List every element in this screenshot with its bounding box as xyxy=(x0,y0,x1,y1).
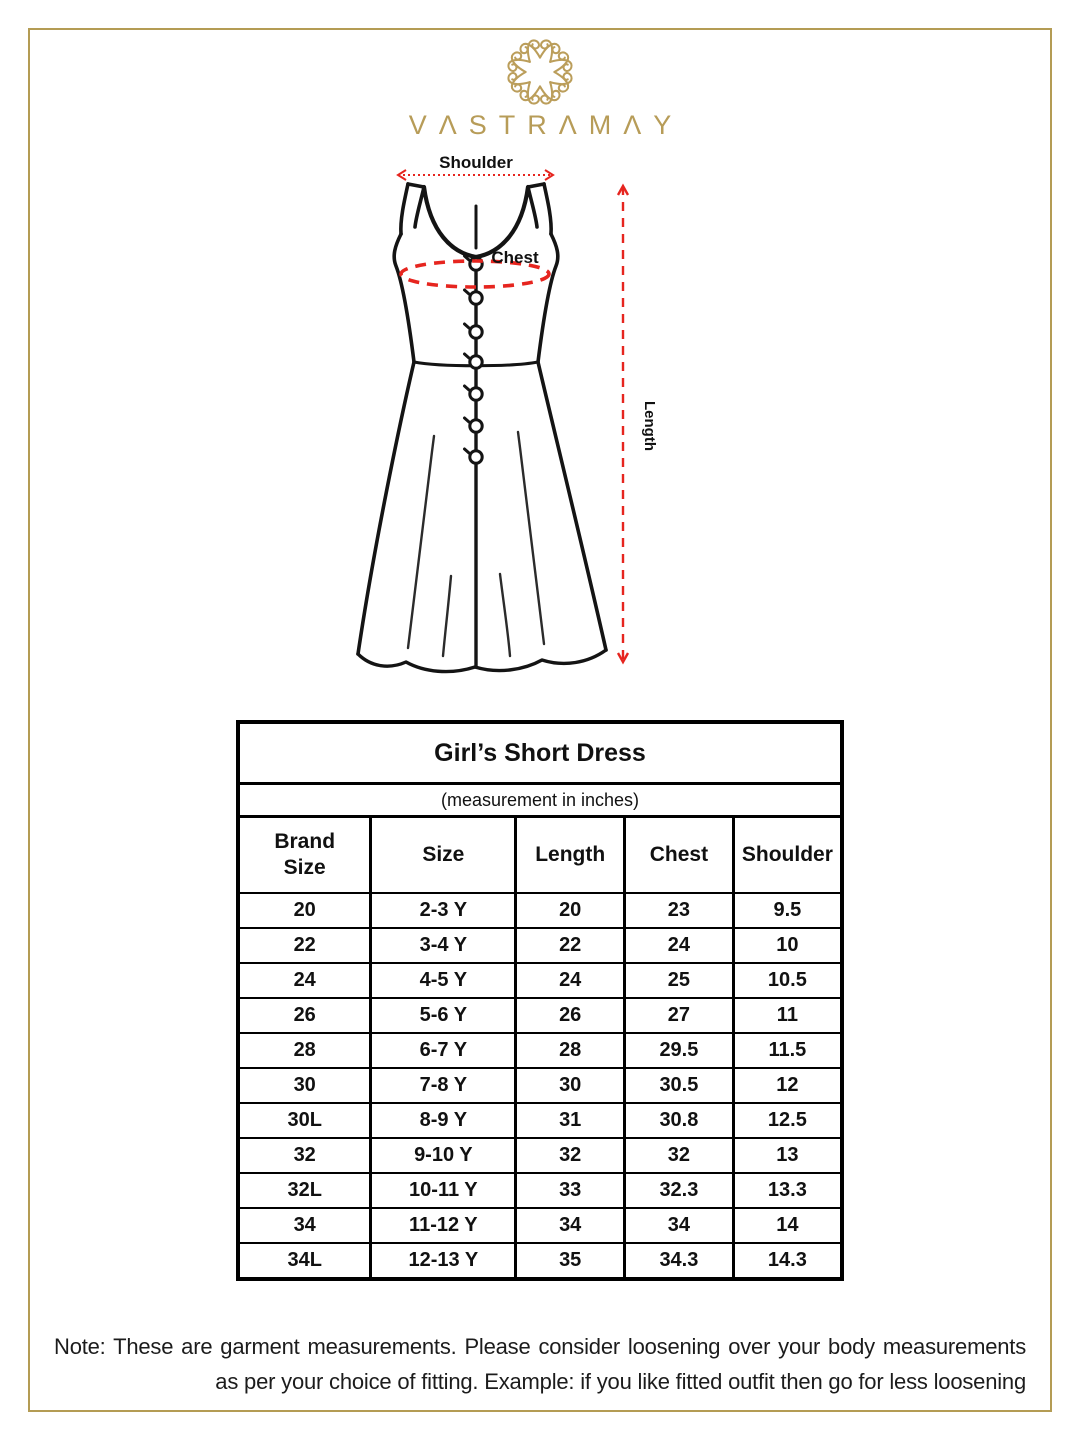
brand-wordmark: VΛSTRΛMΛY xyxy=(408,110,684,140)
table-row: 24 4-5 Y 24 25 10.5 xyxy=(236,962,844,999)
column-header-size: Size xyxy=(369,815,518,894)
cell-shoulder: 9.5 xyxy=(731,892,844,929)
cell-length: 31 xyxy=(514,1102,627,1139)
cell-size: 8-9 Y xyxy=(369,1102,518,1139)
column-header-brand-size: Brand Size xyxy=(236,815,373,894)
cell-brand-size: 20 xyxy=(236,892,373,929)
note-line-1: Note: These are garment measurements. Pl… xyxy=(54,1334,1026,1359)
cell-length: 28 xyxy=(514,1032,627,1069)
cell-shoulder: 11.5 xyxy=(731,1032,844,1069)
length-label: Length xyxy=(641,401,658,451)
table-row: 30 7-8 Y 30 30.5 12 xyxy=(236,1067,844,1104)
cell-shoulder: 12 xyxy=(731,1067,844,1104)
note: Note: These are garment measurements. Pl… xyxy=(54,1329,1026,1399)
cell-brand-size: 34L xyxy=(236,1242,373,1280)
cell-brand-size: 26 xyxy=(236,997,373,1034)
table-title: Girl’s Short Dress xyxy=(236,721,844,785)
table-row: 30L 8-9 Y 31 30.8 12.5 xyxy=(236,1102,844,1139)
length-arrow xyxy=(616,183,630,665)
cell-chest: 27 xyxy=(623,997,735,1034)
cell-chest: 32.3 xyxy=(623,1172,735,1209)
cell-brand-size: 22 xyxy=(236,927,373,964)
cell-brand-size: 30L xyxy=(236,1102,373,1139)
table-row: 32 9-10 Y 32 32 13 xyxy=(236,1137,844,1174)
shoulder-arrow xyxy=(396,169,555,181)
cell-shoulder: 13 xyxy=(731,1137,844,1174)
cell-length: 24 xyxy=(514,962,627,999)
size-table-section: Girl’s Short Dress (measurement in inche… xyxy=(30,720,1050,1281)
cell-brand-size: 24 xyxy=(236,962,373,999)
cell-size: 9-10 Y xyxy=(369,1137,518,1174)
cell-size: 6-7 Y xyxy=(369,1032,518,1069)
table-subtitle: (measurement in inches) xyxy=(236,782,844,818)
cell-shoulder: 14 xyxy=(731,1207,844,1244)
cell-length: 34 xyxy=(514,1207,627,1244)
cell-shoulder: 11 xyxy=(731,997,844,1034)
cell-length: 22 xyxy=(514,927,627,964)
cell-size: 11-12 Y xyxy=(369,1207,518,1244)
cell-chest: 29.5 xyxy=(623,1032,735,1069)
table-row: 34 11-12 Y 34 34 14 xyxy=(236,1207,844,1244)
cell-chest: 30.5 xyxy=(623,1067,735,1104)
cell-shoulder: 10 xyxy=(731,927,844,964)
brand-header: VΛSTRΛMΛY xyxy=(30,36,1050,140)
cell-size: 7-8 Y xyxy=(369,1067,518,1104)
cell-chest: 24 xyxy=(623,927,735,964)
cell-size: 2-3 Y xyxy=(369,892,518,929)
cell-length: 35 xyxy=(514,1242,627,1280)
table-row: 20 2-3 Y 20 23 9.5 xyxy=(236,892,844,929)
size-table-body: 20 2-3 Y 20 23 9.5 22 3-4 Y 22 24 10 24 4-5 Y 24 25 10… xyxy=(236,892,844,1280)
cell-size: 12-13 Y xyxy=(369,1242,518,1280)
brand-logo-icon xyxy=(505,37,575,107)
cell-size: 5-6 Y xyxy=(369,997,518,1034)
cell-length: 32 xyxy=(514,1137,627,1174)
shoulder-label: Shoulder xyxy=(439,154,513,172)
cell-chest: 23 xyxy=(623,892,735,929)
column-header-shoulder: Shoulder xyxy=(731,815,844,894)
cell-length: 26 xyxy=(514,997,627,1034)
table-row: 32L 10-11 Y 33 32.3 13.3 xyxy=(236,1172,844,1209)
table-row: 26 5-6 Y 26 27 11 xyxy=(236,997,844,1034)
column-header-chest: Chest xyxy=(623,815,735,894)
table-row: 34L 12-13 Y 35 34.3 14.3 xyxy=(236,1242,844,1280)
cell-brand-size: 32L xyxy=(236,1172,373,1209)
cell-length: 30 xyxy=(514,1067,627,1104)
cell-shoulder: 14.3 xyxy=(731,1242,844,1280)
cell-brand-size: 32 xyxy=(236,1137,373,1174)
chest-ellipse xyxy=(399,259,551,289)
table-row: 28 6-7 Y 28 29.5 11.5 xyxy=(236,1032,844,1069)
cell-chest: 34.3 xyxy=(623,1242,735,1280)
button-placket xyxy=(463,254,484,465)
cell-shoulder: 13.3 xyxy=(731,1172,844,1209)
cell-brand-size: 30 xyxy=(236,1067,373,1104)
cell-size: 10-11 Y xyxy=(369,1172,518,1209)
size-table: Girl’s Short Dress (measurement in inche… xyxy=(236,720,844,1281)
note-line-2: as per your choice of fitting. Example: … xyxy=(215,1369,1026,1394)
cell-brand-size: 34 xyxy=(236,1207,373,1244)
cell-length: 33 xyxy=(514,1172,627,1209)
chest-label: Chest xyxy=(491,248,539,267)
cell-size: 3-4 Y xyxy=(369,927,518,964)
cell-shoulder: 12.5 xyxy=(731,1102,844,1139)
cell-chest: 34 xyxy=(623,1207,735,1244)
cell-chest: 30.8 xyxy=(623,1102,735,1139)
cell-chest: 32 xyxy=(623,1137,735,1174)
cell-length: 20 xyxy=(514,892,627,929)
cell-chest: 25 xyxy=(623,962,735,999)
dress-measurement-diagram: Shoulder xyxy=(348,154,678,714)
column-header-length: Length xyxy=(514,815,627,894)
cell-shoulder: 10.5 xyxy=(731,962,844,999)
size-chart-page: VΛSTRΛMΛY Shoulder xyxy=(30,30,1050,1410)
cell-brand-size: 28 xyxy=(236,1032,373,1069)
table-row: 22 3-4 Y 22 24 10 xyxy=(236,927,844,964)
cell-size: 4-5 Y xyxy=(369,962,518,999)
